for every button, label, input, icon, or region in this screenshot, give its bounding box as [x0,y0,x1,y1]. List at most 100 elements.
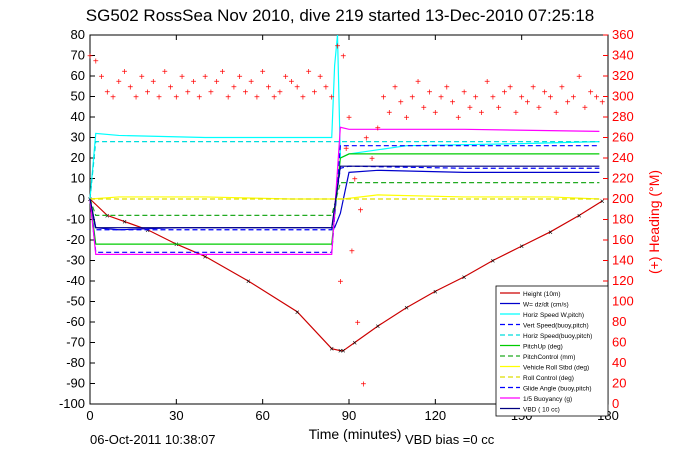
y-tick-label: 40 [71,109,85,124]
heading-point: + [283,72,289,83]
y-tick-label: 80 [71,27,85,42]
right-tick-label: 320 [612,68,634,83]
heading-point: + [242,87,248,98]
heading-point: + [145,87,151,98]
heading-point: + [208,87,214,98]
heading-point: + [415,77,421,88]
heading-point: + [392,82,398,93]
series-group: ××××××××× ××××××××××××+ +++ +++++++++++++++… [87,34,605,391]
depth-marker: × [462,273,467,282]
right-tick-label: 300 [612,89,634,104]
heading-point: + [93,57,99,68]
chart-title: SG502 RossSea Nov 2010, dive 219 started… [86,6,594,25]
heading-point: + [202,72,208,83]
heading-point: + [312,87,318,98]
legend-entry: Glide Angle (buoy,pitch) [523,386,592,393]
heading-point: + [519,93,525,104]
heading-point: + [599,98,605,109]
heading-point: + [496,103,502,114]
depth-marker: × [600,197,605,206]
heading-point: + [266,82,272,93]
heading-point: + [478,108,484,119]
heading-point: + [375,123,381,134]
heading-point: + [363,134,369,145]
heading-point: + [559,82,565,93]
x-tick-label: 60 [255,408,269,423]
right-tick-label: 180 [612,212,634,227]
heading-point: + [525,98,531,109]
y-tick-label: 30 [71,130,85,145]
heading-point: + [467,103,473,114]
y-tick-label: -80 [66,355,85,370]
y-tick-label: 0 [78,191,85,206]
heading-point: + [317,72,323,83]
vbd-bias: VBD bias =0 cc [405,432,495,447]
legend-entry: Horiz Speed W,pitch) [523,312,584,319]
right-tick-label: 20 [612,376,626,391]
heading-point: + [185,87,191,98]
heading-point: + [473,93,479,104]
heading-point: + [116,77,122,88]
heading-point: + [438,93,444,104]
y-tick-label: -20 [66,232,85,247]
heading-point: + [594,93,600,104]
heading-point: + [139,72,145,83]
right-tick-label: 280 [612,109,634,124]
right-tick-label: 100 [612,294,634,309]
heading-point: + [150,77,156,88]
heading-point: + [355,318,361,329]
heading-point: + [369,154,375,165]
heading-point: + [565,98,571,109]
legend: Height (10m) W= dz/dt (cm/s) Horiz Speed W… [495,285,609,417]
y-tick-label: 20 [71,150,85,165]
heading-point: + [254,93,260,104]
right-tick-label: 140 [612,253,634,268]
heading-point: + [450,98,456,109]
heading-point: + [337,277,343,288]
y-tick-label: -50 [66,294,85,309]
heading-point: + [191,77,197,88]
right-tick-label: 340 [612,48,634,63]
heading-point: + [173,93,179,104]
series-line-11 [89,165,600,229]
depth-marker: × [433,287,438,296]
depth-marker: × [341,347,346,356]
heading-point: + [548,93,554,104]
series-line-9 [89,145,600,253]
depth-marker: × [122,218,127,227]
legend-entry: VBD ( 10 cc) [523,407,560,414]
y-tick-label: -30 [66,253,85,268]
heading-point: + [323,82,329,93]
heading-point: + [455,113,461,124]
depth-marker: × [491,257,496,266]
right-tick-label: 200 [612,191,634,206]
heading-point: + [335,41,341,52]
y-tick-label: 70 [71,48,85,63]
legend-entry: PitchControl (mm) [523,354,575,361]
x-tick-label: 30 [169,408,183,423]
heading-point: + [398,98,404,109]
legend-entry: Vert Speed(buoy,pitch) [523,323,589,330]
heading-point: + [349,246,355,257]
heading-point: + [162,67,168,78]
legend-box [495,285,609,417]
series-line-4 [89,141,600,200]
heading-point: + [329,93,335,104]
depth-marker: × [404,304,409,313]
depth-marker: × [577,211,582,220]
series-line-0 [89,198,603,352]
right-tick-label: 40 [612,355,626,370]
depth-marker: × [338,347,343,356]
heading-point: + [294,82,300,93]
legend-entry: W= dz/dt (cm/s) [523,302,569,309]
right-tick-label: 260 [612,130,634,145]
heading-point: + [530,82,536,93]
heading-point: + [168,82,174,93]
y-tick-label: 50 [71,89,85,104]
depth-marker: × [105,211,110,220]
heading-point: + [99,72,105,83]
timestamp: 06-Oct-2011 10:38:07 [90,432,216,447]
heading-point: + [507,82,513,93]
heading-point: + [231,82,237,93]
heading-point: + [340,52,346,63]
